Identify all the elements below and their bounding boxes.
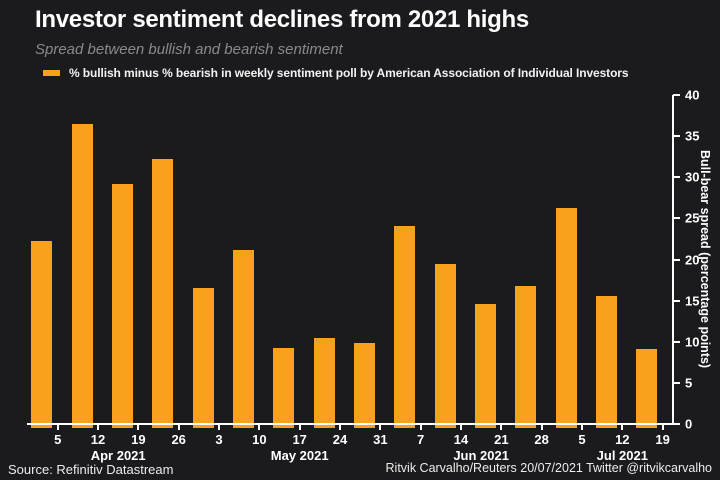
y-tick-label: 30 bbox=[685, 169, 700, 185]
x-tick-label: 21 bbox=[494, 432, 509, 447]
x-tick bbox=[580, 424, 583, 430]
x-tick-label: 14 bbox=[453, 432, 469, 447]
bar bbox=[112, 183, 134, 428]
y-tick bbox=[673, 381, 680, 384]
y-tick-label: 0 bbox=[685, 416, 693, 432]
x-tick bbox=[56, 424, 59, 430]
x-tick-label: 19 bbox=[131, 432, 146, 447]
chart-subtitle: Spread between bullish and bearish senti… bbox=[35, 41, 343, 58]
bar bbox=[313, 338, 335, 428]
y-tick-label: 10 bbox=[685, 334, 700, 350]
x-tick bbox=[218, 424, 221, 430]
y-tick bbox=[673, 299, 680, 302]
x-tick-label: 28 bbox=[534, 432, 549, 447]
y-tick bbox=[673, 258, 680, 261]
x-tick-label: 19 bbox=[655, 432, 670, 447]
legend: % bullish minus % bearish in weekly sent… bbox=[43, 66, 629, 80]
x-tick-label: 26 bbox=[171, 432, 186, 447]
x-tick bbox=[137, 424, 140, 430]
y-tick bbox=[673, 176, 680, 179]
y-tick-label: 40 bbox=[685, 87, 700, 103]
x-tick bbox=[177, 424, 180, 430]
month-label: Apr 2021 bbox=[90, 448, 146, 463]
y-tick-label: 5 bbox=[685, 375, 693, 391]
y-tick bbox=[673, 135, 680, 138]
month-label: Jun 2021 bbox=[453, 448, 509, 463]
x-tick bbox=[258, 424, 261, 430]
bar bbox=[152, 159, 174, 428]
bar bbox=[596, 295, 618, 428]
bar bbox=[354, 343, 376, 428]
x-tick-label: 5 bbox=[54, 432, 62, 447]
x-tick-label: 12 bbox=[90, 432, 106, 447]
y-axis-title: Bull-bear spread (percentage points) bbox=[698, 150, 712, 369]
y-tick-label: 15 bbox=[685, 293, 700, 309]
bar bbox=[31, 240, 53, 428]
y-tick-label: 25 bbox=[685, 210, 700, 226]
x-tick-label: 31 bbox=[373, 432, 388, 447]
x-tick-label: 7 bbox=[417, 432, 425, 447]
x-tick bbox=[540, 424, 543, 430]
x-tick bbox=[460, 424, 462, 430]
bar bbox=[555, 207, 577, 428]
legend-label: % bullish minus % bearish in weekly sent… bbox=[69, 66, 629, 80]
page-title: Investor sentiment declines from 2021 hi… bbox=[35, 6, 529, 33]
bar bbox=[515, 285, 537, 428]
x-tick-label: 3 bbox=[215, 432, 223, 447]
x-tick bbox=[379, 424, 382, 430]
x-tick-label: 12 bbox=[615, 432, 630, 447]
y-tick bbox=[673, 94, 680, 96]
x-tick-label: 17 bbox=[292, 432, 307, 447]
x-tick bbox=[661, 424, 664, 430]
plot-area: 5 12 19 26 3 10 17 24 31 7 14 21 28 5 12 19 Apr 2021 May … bbox=[27, 88, 699, 463]
bar bbox=[71, 123, 93, 428]
x-tick bbox=[419, 424, 422, 430]
bar bbox=[233, 249, 255, 428]
x-tick bbox=[97, 424, 100, 430]
x-tick-label: 24 bbox=[332, 432, 348, 447]
month-label: May 2021 bbox=[270, 448, 329, 463]
bar bbox=[192, 288, 214, 428]
x-tick bbox=[500, 424, 503, 430]
y-tick bbox=[673, 340, 680, 343]
bar bbox=[475, 303, 497, 428]
month-label: Jul 2021 bbox=[596, 448, 648, 463]
y-tick bbox=[673, 423, 680, 425]
source-note: Source: Refinitiv Datastream bbox=[8, 462, 174, 477]
x-tick bbox=[621, 424, 624, 430]
credit-note: Ritvik Carvalho/Reuters 20/07/2021 Twitt… bbox=[385, 461, 712, 475]
y-tick bbox=[673, 217, 680, 220]
bar bbox=[434, 264, 456, 428]
bar bbox=[273, 348, 295, 428]
x-axis-line bbox=[27, 423, 674, 425]
x-tick-label: 10 bbox=[252, 432, 267, 447]
x-tick bbox=[339, 424, 341, 430]
x-tick-label: 5 bbox=[578, 432, 586, 447]
x-tick bbox=[298, 424, 301, 430]
y-tick-label: 35 bbox=[685, 128, 700, 144]
y-tick-label: 20 bbox=[685, 252, 700, 267]
bar bbox=[394, 225, 416, 428]
bar bbox=[636, 349, 658, 428]
legend-swatch-icon bbox=[43, 70, 60, 76]
